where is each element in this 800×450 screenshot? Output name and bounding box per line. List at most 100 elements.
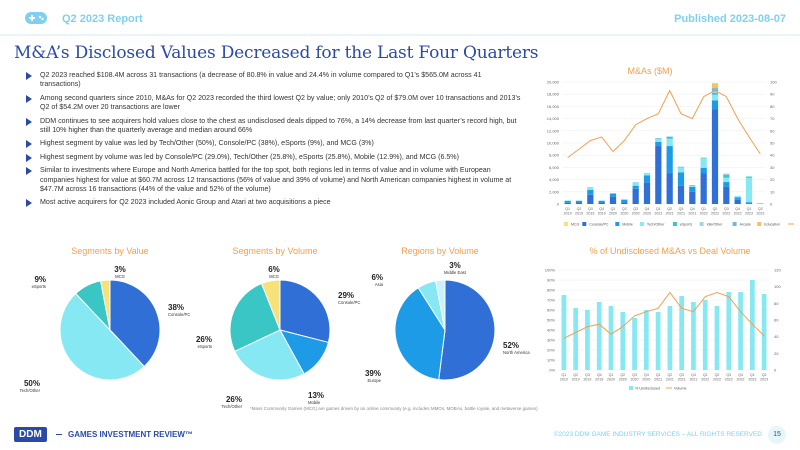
bar-segment: [700, 173, 707, 204]
bar-segment: [689, 185, 696, 186]
bar: [667, 306, 673, 370]
x-tick-label: Q3: [679, 207, 684, 211]
x-tick-label: Q4: [645, 207, 650, 211]
bar-segment: [564, 202, 571, 204]
x-tick-label: 2019: [560, 378, 568, 382]
pie-category-label: Europe: [367, 378, 381, 383]
y-tick-label: 80%: [547, 288, 555, 293]
y-tick-label: 16,000: [547, 104, 560, 109]
bar-segment: [632, 188, 639, 204]
x-tick-label: Q4: [738, 373, 743, 377]
bar-segment: [575, 200, 583, 201]
x-tick-label: 2019: [575, 212, 583, 216]
y2-tick-label: 100: [774, 284, 781, 289]
x-tick-label: Q2: [573, 373, 578, 377]
bar: [738, 292, 743, 370]
x-tick-label: Q1: [565, 207, 570, 211]
y-tick-label: 30%: [547, 338, 555, 343]
x-tick-label: Q1: [656, 373, 661, 377]
x-tick-label: 2020: [609, 212, 617, 216]
pie-pct-label: 3%: [114, 265, 126, 274]
pie-pct-label: 39%: [365, 369, 381, 378]
x-tick-label: Q1: [747, 207, 752, 211]
y2-tick-label: 70: [770, 116, 775, 121]
bar-segment: [621, 199, 628, 203]
x-tick-label: 2021: [666, 212, 674, 216]
bar: [608, 306, 614, 370]
bar-segment: [711, 109, 719, 204]
pie-category-label: eSports: [198, 344, 212, 349]
bar-segment: [598, 200, 605, 203]
y-tick-label: 18,000: [547, 92, 560, 97]
bullet-text: DDM continues to see acquirers hold valu…: [40, 116, 517, 135]
pie-slice: [438, 279, 496, 381]
bar-segment: [700, 157, 707, 159]
y2-tick-label: 40: [774, 334, 779, 339]
y2-tick-label: 20: [774, 351, 779, 356]
x-tick-label: Q2: [713, 207, 718, 211]
legend-swatch: [582, 222, 587, 226]
pie-slice: [100, 279, 111, 331]
bar-segment: [587, 186, 594, 190]
bar-segment: [575, 200, 583, 203]
x-tick-label: 2019: [598, 212, 606, 216]
x-tick-label: Q3: [679, 373, 684, 377]
pie-pct-label: 13%: [308, 391, 324, 400]
pie-slice: [109, 279, 161, 368]
bar-segment: [655, 138, 662, 139]
x-tick-label: 2021: [677, 212, 685, 216]
bullet-text: Among second quarters since 2010, M&As f…: [40, 93, 521, 112]
bar-segment: [711, 100, 719, 110]
triangle-bullet-icon: [26, 94, 32, 103]
x-tick-label: 2022: [737, 378, 745, 382]
bar-segment: [677, 167, 685, 173]
bar: [561, 295, 567, 370]
y-tick-label: 12,000: [547, 128, 560, 133]
x-tick-label: Q3: [585, 373, 590, 377]
y-tick-label: 100%: [545, 268, 556, 273]
legend-label: % Undisclosed: [635, 387, 660, 391]
x-tick-label: 2020: [632, 212, 640, 216]
y-tick-label: 60%: [547, 308, 555, 313]
x-tick-label: 2019: [595, 378, 603, 382]
page-number: 15: [768, 426, 786, 444]
x-tick-label: 2020: [643, 212, 651, 216]
x-tick-label: Q2: [577, 207, 582, 211]
bar-segment: [655, 138, 662, 142]
bullet-item: Highest segment by value was led by Tech…: [26, 139, 521, 149]
bar-segment: [745, 177, 753, 203]
segments-volume-title: Segments by Volume: [232, 246, 318, 256]
legend-label: Console/PC: [589, 223, 609, 227]
page-header: Q2 2023 Report Published 2023-08-07: [0, 0, 800, 40]
y2-tick-label: 60: [770, 128, 775, 133]
x-tick-label: 2022: [711, 212, 719, 216]
triangle-bullet-icon: [26, 167, 32, 176]
bar-segment: [666, 136, 673, 139]
bullet-item: Similar to investments where Europe and …: [26, 166, 521, 194]
bar-segment: [587, 194, 594, 204]
bar-segment: [609, 193, 617, 194]
pie-category-label: Console/PC: [168, 312, 190, 317]
legend-swatch: [564, 222, 568, 226]
published-date: Published 2023-08-07: [674, 13, 786, 25]
y2-tick-label: 10: [770, 189, 775, 194]
y2-tick-label: 60: [774, 318, 779, 323]
pie-slice: [234, 329, 305, 381]
bar: [679, 296, 685, 370]
y-tick-label: 70%: [547, 298, 555, 303]
bar-segment: [745, 202, 753, 204]
bullet-item: DDM continues to see acquirers hold valu…: [26, 117, 521, 136]
bar-segment: [734, 196, 741, 198]
y-tick-label: 10,000: [547, 141, 560, 146]
pie-category-label: Asia: [375, 282, 384, 287]
ma-bar-chart: 20,000 18,000 16,000 14,000 12,000 10,000 8,00…: [547, 80, 794, 227]
x-tick-label: Q4: [735, 207, 740, 211]
bar-segment: [643, 182, 651, 204]
x-tick-label: 2022: [725, 378, 733, 382]
x-tick-label: Q4: [599, 207, 604, 211]
bar-segment: [734, 197, 741, 200]
legend-swatch: [672, 222, 677, 226]
x-tick-label: 2019: [586, 212, 594, 216]
pie-pct-label: 6%: [268, 265, 280, 274]
bullet-text: Most active acquirers for Q2 2023 includ…: [40, 198, 331, 207]
